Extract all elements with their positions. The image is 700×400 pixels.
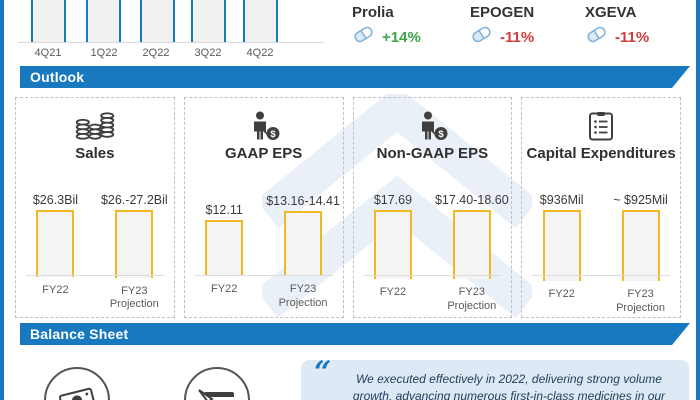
quarterly-bar <box>191 0 226 42</box>
card-mini-chart: $26.3Bil FY22 $26.-27.2Bil FY23 Projecti… <box>16 193 174 317</box>
product-change: -11% <box>500 28 535 46</box>
balance-sheet-section-banner: Balance Sheet <box>20 323 690 345</box>
axis-tick-label: 1Q22 <box>90 47 118 59</box>
svg-text:$: $ <box>270 129 276 140</box>
bar-value-label: ~ $925Mil <box>613 193 668 207</box>
bar-value-label: $17.40-18.60 <box>434 193 509 207</box>
bar-fy22 <box>373 210 412 279</box>
bar-value-label: $26.3Bil <box>32 193 79 207</box>
card-mini-chart: $12.11 FY22 $13.16-14.41 FY23 Projection <box>185 193 343 317</box>
pill-icon <box>470 26 493 48</box>
card-title: Sales <box>75 145 115 162</box>
quarterly-bar <box>243 0 278 42</box>
person-dollar-icon: $ <box>354 107 512 141</box>
pill-icon <box>585 26 608 48</box>
bar-fy22 <box>36 210 75 278</box>
mini-axis <box>363 275 502 276</box>
bar-fy23 <box>115 210 154 278</box>
bar-category-label: FY22 <box>211 283 238 295</box>
card-gaap-eps: $ GAAP EPS $12.11 FY22 $13.16-14.41 FY23… <box>183 97 344 318</box>
axis-tick-label: 3Q22 <box>194 47 222 59</box>
quarterly-bar <box>140 0 175 42</box>
product-summary-epogen: EPOGEN -11% <box>470 4 534 48</box>
card-mini-chart: $936Mil FY22 ~ $925Mil FY23 Projection <box>522 193 680 317</box>
banknote-circle-icon <box>44 367 110 400</box>
card-non-gaap-eps: $ Non-GAAP EPS $17.69 FY22 $17.40-18.60 … <box>352 97 513 318</box>
person-dollar-icon: $ <box>185 107 343 141</box>
bar-value-label: $13.16-14.41 <box>266 194 340 208</box>
bar-value-label: $26.-27.2Bil <box>100 193 168 207</box>
product-change: +14% <box>382 28 421 46</box>
bar-fy22 <box>542 210 581 282</box>
coins-icon <box>16 107 174 141</box>
card-title: Capital Expenditures <box>526 145 676 162</box>
svg-text:$: $ <box>439 129 445 140</box>
card-mini-chart: $17.69 FY22 $17.40-18.60 FY23 Projection <box>354 193 512 317</box>
axis-tick-label: 2Q22 <box>142 47 170 59</box>
product-name: EPOGEN <box>470 4 535 21</box>
card-sales: Sales $26.3Bil FY22 $26.-27.2Bil FY23 Pr… <box>15 97 175 318</box>
product-name: Prolia <box>352 4 394 21</box>
bar-category-label: FY22 <box>379 285 407 298</box>
bar-category-label: FY22 <box>548 288 575 301</box>
document-icon <box>522 107 680 141</box>
card-capital-expenditures: Capital Expenditures $936Mil FY22 ~ $925… <box>521 97 681 318</box>
axis-tick-label: 4Q21 <box>34 47 62 59</box>
mini-axis <box>194 275 333 276</box>
product-name: XGEVA <box>585 4 637 21</box>
product-change: -11% <box>615 28 650 46</box>
outlook-cards-row: Sales $26.3Bil FY22 $26.-27.2Bil FY23 Pr… <box>15 97 681 318</box>
quote-box: “ We executed effectively in 2022, deliv… <box>301 355 689 400</box>
quarterly-bar <box>31 0 66 42</box>
product-summary-prolia: Prolia +14% <box>352 4 421 48</box>
bar-category-label: FY23 Projection <box>616 287 666 314</box>
card-title: Non-GAAP EPS <box>376 145 489 162</box>
product-summary-xgeva: XGEVA -11% <box>585 4 649 48</box>
card-title: GAAP EPS <box>225 145 303 162</box>
card-pen-circle-icon <box>184 367 250 400</box>
quarterly-bar <box>86 0 121 42</box>
axis-tick-label: 4Q22 <box>246 47 274 59</box>
quote-text: We executed effectively in 2022, deliver… <box>352 372 666 400</box>
quarterly-axis <box>18 42 324 43</box>
bar-fy23 <box>284 211 323 276</box>
bar-value-label: $17.69 <box>373 193 413 207</box>
pill-icon <box>352 26 375 48</box>
bar-value-label: $936Mil <box>539 193 584 207</box>
bar-fy23 <box>452 210 491 280</box>
mini-axis <box>532 275 670 276</box>
bar-category-label: FY23 Projection <box>278 283 328 309</box>
bar-value-label: $12.11 <box>205 203 243 217</box>
outlook-section-banner: Outlook <box>20 66 690 88</box>
bar-category-label: FY23 Projection <box>447 286 497 312</box>
quote-mark-icon: “ <box>314 355 332 390</box>
bar-fy23 <box>621 210 660 281</box>
bar-category-label: FY23 Projection <box>109 284 159 311</box>
bar-category-label: FY22 <box>42 284 69 297</box>
bar-fy22 <box>205 220 244 276</box>
mini-axis <box>26 275 164 276</box>
